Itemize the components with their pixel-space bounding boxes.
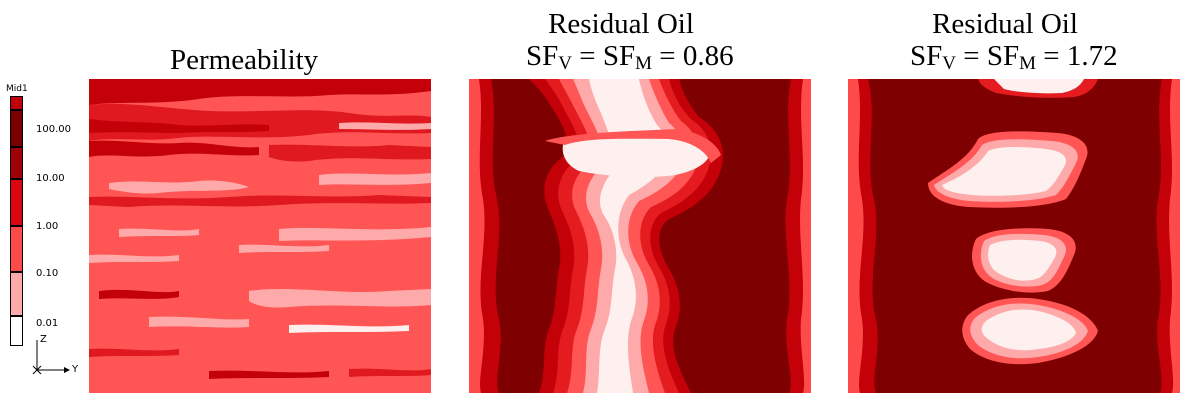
permeability-map-svg — [89, 79, 431, 393]
residual-oil-title-2-line1: Residual Oil — [932, 8, 1078, 40]
legend-tick-10: 10.00 — [36, 173, 65, 184]
legend-swatch-7 — [10, 316, 23, 346]
axis-triad-icon — [32, 340, 70, 375]
legend-swatch-4 — [10, 179, 23, 226]
residual-oil-title-1: Residual Oil SFV = SFM = 0.86 — [526, 8, 734, 74]
legend-tick-1: 1.00 — [36, 221, 59, 232]
residual-oil-map-1 — [469, 79, 811, 393]
axis-label-y: Y — [72, 364, 79, 375]
legend-title: Mid1 — [6, 84, 28, 94]
legend-tick-0-1: 0.10 — [36, 268, 59, 279]
legend-swatch-1 — [10, 96, 23, 110]
residual-oil-map-1-svg — [469, 79, 811, 393]
permeability-title: Permeability — [170, 44, 319, 76]
legend-tick-100: 100.00 — [36, 124, 71, 135]
residual-oil-title-1-formula: SFV = SFM = 0.86 — [526, 40, 734, 74]
legend-swatch-6 — [10, 272, 23, 316]
legend-swatch-2 — [10, 110, 23, 147]
residual-oil-title-2: Residual Oil SFV = SFM = 1.72 — [910, 8, 1118, 74]
residual-oil-map-2-svg — [848, 79, 1180, 393]
color-legend: Mid1 100.00 10.00 1.00 0.10 0.01 Z Y — [0, 0, 80, 394]
axis-label-z: Z — [40, 334, 47, 345]
residual-oil-title-1-line1: Residual Oil — [548, 8, 694, 40]
legend-tick-0-01: 0.01 — [36, 318, 59, 329]
residual-oil-map-2 — [848, 79, 1180, 393]
legend-swatch-3 — [10, 147, 23, 179]
permeability-map — [89, 79, 431, 393]
legend-swatch-5 — [10, 226, 23, 272]
residual-oil-title-2-formula: SFV = SFM = 1.72 — [910, 40, 1118, 74]
